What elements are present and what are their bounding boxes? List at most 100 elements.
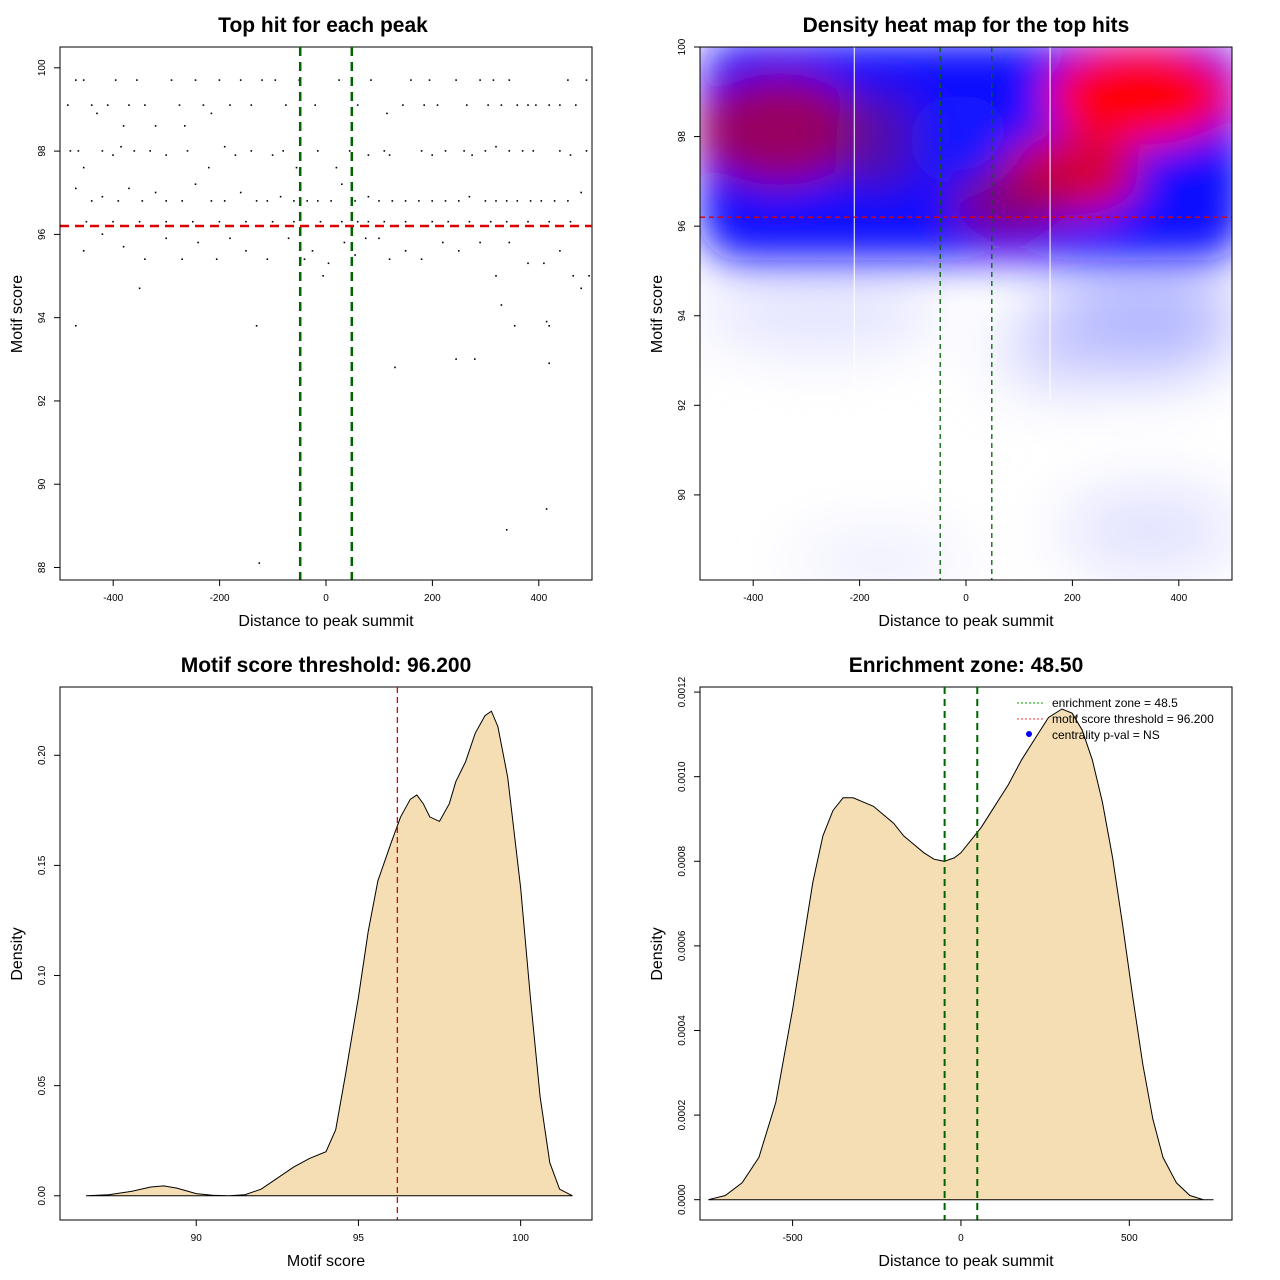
scatter-point bbox=[69, 150, 72, 152]
enrichment-x-axis: -500 0 500 bbox=[783, 1219, 1138, 1244]
y-tick-label: 90 bbox=[37, 478, 48, 490]
scatter-point bbox=[500, 304, 503, 306]
scatter-point bbox=[341, 220, 343, 223]
scatter-point bbox=[513, 325, 516, 327]
scatter-point bbox=[341, 183, 343, 185]
scatter-point bbox=[106, 104, 109, 106]
scatter-point bbox=[266, 258, 269, 260]
scatter-point bbox=[112, 154, 114, 156]
legend: enrichment zone = 48.5 motif score thres… bbox=[1017, 696, 1214, 742]
y-tick-label: 0.0004 bbox=[677, 1015, 688, 1046]
legend-label-motif-threshold: motif score threshold = 96.200 bbox=[1052, 712, 1214, 726]
scatter-point bbox=[101, 150, 104, 152]
scatter-point bbox=[527, 104, 529, 106]
scatter-point bbox=[295, 166, 298, 169]
scatter-point bbox=[279, 195, 282, 198]
x-tick-label: 0 bbox=[323, 593, 329, 604]
scatter-point bbox=[543, 262, 545, 265]
legend-label-centrality: centrality p-val = NS bbox=[1052, 728, 1160, 742]
y-tick-label: 0.15 bbox=[37, 855, 48, 875]
heatmap-reference-lines bbox=[700, 47, 1232, 580]
scatter-point bbox=[67, 104, 69, 106]
heatmap-red-left-mid bbox=[835, 90, 925, 190]
scatter-point bbox=[378, 237, 380, 240]
y-tick-label: 90 bbox=[677, 489, 688, 501]
scatter-point bbox=[128, 187, 130, 190]
x-tick-label: 400 bbox=[1170, 593, 1187, 604]
scatter-point bbox=[319, 220, 322, 223]
enrichment-reference-lines bbox=[943, 687, 979, 1220]
motif-density-x-label: Motif score bbox=[287, 1253, 365, 1270]
motif-density-curve bbox=[85, 710, 573, 1197]
scatter-point bbox=[114, 79, 117, 81]
y-tick-label: 100 bbox=[37, 59, 48, 76]
scatter-point bbox=[234, 154, 237, 156]
scatter-point bbox=[317, 200, 319, 202]
y-tick-label: 0.00 bbox=[37, 1186, 48, 1206]
scatter-point bbox=[394, 366, 396, 369]
scatter-point bbox=[136, 79, 138, 81]
enrichment-y-label: Density bbox=[649, 927, 666, 980]
scatter-point bbox=[258, 562, 261, 564]
scatter-title: Top hit for each peak bbox=[218, 14, 428, 37]
scatter-point bbox=[471, 154, 473, 156]
heatmap-blob-bottomright bbox=[1060, 490, 1232, 570]
scatter-point bbox=[489, 220, 492, 223]
scatter-point bbox=[378, 200, 380, 202]
y-tick-label: 100 bbox=[677, 38, 688, 55]
y-tick-label: 92 bbox=[677, 399, 688, 411]
scatter-point bbox=[545, 320, 548, 323]
x-tick-label: 200 bbox=[1064, 593, 1081, 604]
scatter-reference-lines bbox=[60, 47, 592, 580]
x-tick-label: -200 bbox=[850, 593, 870, 604]
scatter-point bbox=[442, 241, 444, 244]
scatter-point bbox=[367, 220, 370, 223]
scatter-point bbox=[559, 150, 561, 152]
y-tick-label: 96 bbox=[677, 220, 688, 232]
y-tick-label: 0.05 bbox=[37, 1075, 48, 1095]
scatter-point bbox=[444, 150, 447, 152]
scatter-y-label: Motif score bbox=[9, 275, 26, 353]
scatter-point bbox=[330, 200, 332, 202]
heatmap-blob-lowleft bbox=[700, 270, 940, 350]
scatter-point bbox=[282, 150, 284, 152]
scatter-point bbox=[271, 220, 274, 223]
x-tick-label: 400 bbox=[530, 593, 547, 604]
motif-density-y-label: Density bbox=[9, 927, 26, 980]
scatter-point bbox=[122, 245, 125, 248]
scatter-y-axis: 88 90 92 94 96 98 100 bbox=[37, 59, 61, 574]
y-tick-label: 98 bbox=[677, 131, 688, 143]
x-tick-label: 500 bbox=[1121, 1233, 1138, 1244]
scatter-point bbox=[508, 150, 511, 152]
scatter-point bbox=[436, 104, 439, 106]
scatter-point bbox=[218, 220, 221, 223]
y-tick-label: 0.0002 bbox=[677, 1099, 688, 1130]
scatter-point bbox=[128, 104, 130, 106]
scatter-point bbox=[343, 241, 346, 244]
scatter-point bbox=[532, 150, 535, 152]
heatmap-x-label: Distance to peak summit bbox=[878, 613, 1054, 630]
scatter-point bbox=[208, 166, 210, 169]
heatmap-blob-lowmid bbox=[1000, 315, 1120, 385]
scatter-point bbox=[141, 200, 144, 202]
x-tick-label: -400 bbox=[743, 593, 763, 604]
scatter-point bbox=[455, 358, 457, 360]
scatter-point bbox=[215, 258, 218, 260]
heatmap-y-axis: 90 92 94 96 98 100 bbox=[677, 38, 701, 501]
scatter-point bbox=[117, 200, 120, 202]
scatter-x-axis: -400 -200 0 200 400 bbox=[103, 579, 548, 604]
y-tick-label: 94 bbox=[37, 312, 48, 324]
scatter-point bbox=[585, 79, 588, 81]
scatter-point bbox=[75, 187, 77, 190]
scatter-point bbox=[458, 250, 460, 252]
enrichment-y-axis: 0.0000 0.0002 0.0004 0.0006 0.0008 0.0010 0.00… bbox=[677, 676, 701, 1215]
y-tick-label: 88 bbox=[37, 562, 48, 574]
scatter-point bbox=[122, 125, 125, 127]
scatter-point bbox=[338, 79, 340, 81]
scatter-point bbox=[548, 220, 550, 223]
scatter-point bbox=[484, 150, 487, 152]
scatter-point bbox=[410, 79, 412, 81]
scatter-point bbox=[293, 200, 295, 202]
scatter-point bbox=[144, 258, 146, 260]
scatter-point bbox=[559, 104, 561, 106]
